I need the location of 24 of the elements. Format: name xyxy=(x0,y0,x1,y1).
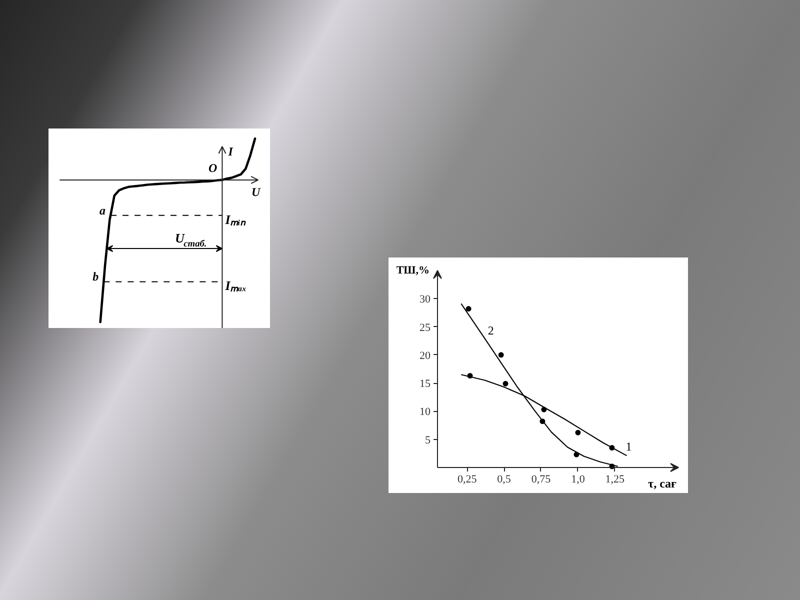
series-label: 1 xyxy=(626,440,632,454)
point xyxy=(540,418,546,424)
x-tick-label: 1,0 xyxy=(571,474,586,486)
x-tick-label: 0,75 xyxy=(531,474,552,486)
point xyxy=(466,306,472,312)
point xyxy=(574,452,580,458)
x-tick-label: 1,25 xyxy=(605,474,626,486)
y-tick-label: 30 xyxy=(420,294,431,306)
y-tick-label: 20 xyxy=(420,350,431,362)
point xyxy=(467,373,473,378)
point xyxy=(498,352,504,358)
point xyxy=(575,430,581,436)
y-tick-label: 25 xyxy=(420,322,431,334)
series-label: 2 xyxy=(488,324,494,338)
point xyxy=(541,406,547,412)
y-axis-title: ТШ,% xyxy=(396,264,430,276)
x-axis-title: τ, сағ xyxy=(648,476,678,490)
y-tick-label: 15 xyxy=(420,378,431,390)
x-tick-label: 0,25 xyxy=(457,474,478,486)
x-tick-label: 0,5 xyxy=(497,474,512,486)
y-tick-label: 5 xyxy=(425,434,431,446)
y-tick-label: 10 xyxy=(420,406,431,418)
point xyxy=(502,380,508,386)
point xyxy=(609,445,615,451)
